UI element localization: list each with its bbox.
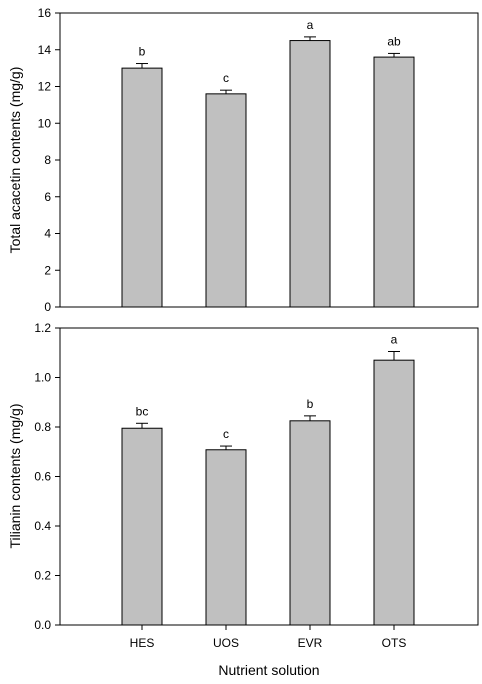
y-axis-label: Total acacetin contents (mg/g) (7, 67, 23, 254)
x-tick-label: HES (130, 636, 155, 650)
y-tick-label: 0.6 (34, 470, 51, 484)
bar-uos (205, 449, 247, 626)
acacetin-chart: 0 2 4 6 8 10 12 14 16 Total acacetin contents (mg… (7, 6, 479, 314)
x-tick-label: EVR (298, 636, 323, 650)
bar-hes (121, 427, 163, 626)
y-tick-label: 1.2 (34, 321, 51, 335)
y-tick-label: 0.4 (34, 519, 51, 533)
significance-letter: b (139, 45, 146, 59)
bar-ots (373, 359, 415, 626)
y-tick-label: 2 (44, 263, 51, 277)
significance-letter: a (307, 18, 314, 32)
y-axis-label: Tilianin contents (mg/g) (7, 404, 23, 549)
significance-letter: b (307, 397, 314, 411)
bar-hes (121, 67, 163, 308)
y-tick-label: 10 (38, 116, 52, 130)
y-tick-label: 12 (38, 80, 52, 94)
y-tick-label: 0.8 (34, 420, 51, 434)
y-tick-label: 16 (38, 6, 52, 20)
significance-letter: ab (387, 34, 401, 48)
x-axis-label: Nutrient solution (218, 662, 319, 678)
x-tick-label: OTS (382, 636, 407, 650)
y-tick-label: 14 (38, 43, 52, 57)
bar-ots (373, 56, 415, 308)
significance-letter: a (391, 333, 398, 347)
bar-uos (205, 93, 247, 308)
y-tick-label: 6 (44, 190, 51, 204)
significance-letter: bc (136, 404, 149, 418)
y-tick-label: 1.0 (34, 371, 51, 385)
bar-evr (289, 40, 331, 308)
y-tick-label: 0.0 (34, 618, 51, 632)
y-tick-label: 8 (44, 153, 51, 167)
y-tick-label: 4 (44, 227, 51, 241)
significance-letter: c (223, 427, 229, 441)
bar-evr (289, 420, 331, 626)
tilianin-chart: 0.0 0.2 0.4 0.6 0.8 1.0 1.2 Tilianin contents (… (7, 321, 479, 678)
y-tick-label: 0.2 (34, 569, 51, 583)
x-tick-label: UOS (213, 636, 239, 650)
significance-letter: c (223, 71, 229, 85)
y-tick-label: 0 (44, 300, 51, 314)
